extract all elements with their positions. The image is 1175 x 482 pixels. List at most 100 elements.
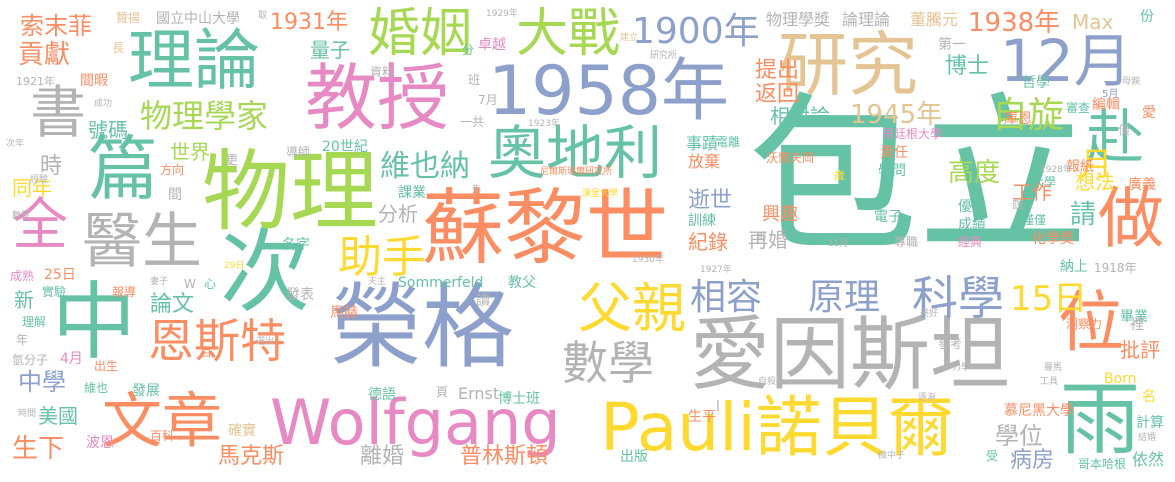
word-praise: 贊揚 <box>116 11 141 25</box>
word-chemistry-prize: 化學獎 <box>1032 231 1074 247</box>
word-university: 大學 <box>1032 175 1057 189</box>
word-april: 4月 <box>60 351 83 367</box>
word-pauli-nobel: Pauli諾貝爾 <box>600 389 954 466</box>
word-article: 文章 <box>102 387 222 457</box>
word-lun-theory: 論理論 <box>842 10 891 29</box>
word-gottingen-univ: 哥廷根大學 <box>882 127 943 141</box>
word-november: 11月 <box>828 239 849 249</box>
word-give-up: 放棄 <box>688 152 721 171</box>
word-data: 資料 <box>370 65 395 79</box>
word-max-en: Max <box>1072 10 1114 34</box>
word-munich-univ: 慕尼黑大學 <box>1004 403 1074 419</box>
word-may: 5月 <box>1102 89 1119 100</box>
word-1945: 1945年 <box>850 100 943 130</box>
word-physics: 物理 <box>202 140 379 243</box>
word-report: 報導 <box>112 285 137 299</box>
word-baoli: 包立 <box>748 78 1089 276</box>
word-1930: 1930年 <box>632 255 664 265</box>
word-work: 工作 <box>1012 180 1052 204</box>
word-degree: 學位 <box>995 422 1043 450</box>
word-quantum: 量子 <box>310 38 350 62</box>
word-ward: 病房 <box>1010 448 1055 473</box>
word-hydrogen-molecule: 氫分子 <box>12 353 49 367</box>
word-coursework: 課業 <box>398 185 426 201</box>
word-middle-school: 中學 <box>18 368 66 396</box>
word-neutrino: 微中子 <box>878 451 906 461</box>
word-wife: 妻子 <box>150 277 169 287</box>
word-biography: 生平 <box>688 409 716 425</box>
word-establish: 建立 <box>620 33 639 43</box>
word-elected: 選出 <box>256 337 275 347</box>
word-experiment: 實驗 <box>42 285 67 299</box>
word-love: 愛 <box>1142 105 1156 121</box>
word-responsibility: 責任 <box>880 145 908 161</box>
word-wolfgang-zh: 沃爾夫岡 <box>766 151 815 165</box>
word-number: 號碼 <box>88 118 128 142</box>
word-ionization: 電離 <box>716 135 741 149</box>
word-still: 依然 <box>1132 450 1165 469</box>
word-usa: 美國 <box>38 404 78 428</box>
word-insight: 洞察力 <box>1066 317 1103 331</box>
word-ernst: 恩斯特 <box>148 314 286 368</box>
word-excellent: 優秀 <box>958 199 986 215</box>
word-tool: 工具 <box>1040 377 1059 387</box>
word-hamburg-univ: 漢堡大學 <box>582 189 619 199</box>
word-1923: 1923年 <box>528 119 560 129</box>
word-idea: 想法 <box>1075 170 1115 194</box>
word-shou: 受 <box>986 449 999 463</box>
word-age: 歲 <box>834 169 845 182</box>
word-next-year: 次年 <box>6 139 25 149</box>
word-1918: 1918年 <box>1094 261 1137 275</box>
word-learning: 學問 <box>878 163 906 179</box>
word-relativity: 相對論 <box>770 104 830 128</box>
word-ban: 班 <box>468 73 481 87</box>
word-same-year: 同年 <box>12 176 52 200</box>
word-sommerfeld-zh: 索末菲 <box>20 12 92 40</box>
word-zurich: 蘇黎世 <box>422 181 669 276</box>
word-shi: 時 <box>40 154 63 179</box>
word-marry: 結婚 <box>1138 433 1157 443</box>
word-bai: 百 <box>200 345 213 359</box>
word-rome: 羅馬 <box>1044 363 1063 373</box>
word-german: 德語 <box>368 387 396 403</box>
word-wei-ye: 維也 <box>84 381 109 395</box>
word-criticism: 批評 <box>1120 338 1160 362</box>
word-1921: 1921年 <box>16 75 55 88</box>
word-chang: 長 <box>112 41 125 55</box>
word-grades: 成績 <box>958 217 986 233</box>
word-kuhn: 庫恩 <box>1004 111 1032 127</box>
word-page: 頁 <box>436 385 449 399</box>
word-pass-away: 逝世 <box>688 188 733 213</box>
word-copenhagen: 哥本哈根 <box>1078 457 1127 471</box>
word-15th: 15日 <box>1010 279 1088 319</box>
word-math: 數學 <box>562 336 654 390</box>
word-mature: 成熟 <box>10 269 35 283</box>
word-29th: 29日 <box>224 261 245 271</box>
word-mach: 馬赫 <box>330 305 358 321</box>
word-world: 世界 <box>170 140 210 164</box>
word-25th: 25日 <box>44 267 76 283</box>
word-contribution: 貢獻 <box>18 40 71 70</box>
word-understand: 理解 <box>22 315 47 329</box>
word-do: 做 <box>1098 180 1164 257</box>
word-theory: 理論 <box>128 22 260 99</box>
word-zhong: 中 <box>52 273 137 371</box>
word-w: W <box>184 277 196 291</box>
word-say: 說 <box>1012 197 1025 211</box>
word-newspaper: 報紙 <box>1066 159 1094 175</box>
word-indeed: 確實 <box>228 423 256 439</box>
word-princeton: 普林斯頓 <box>460 444 549 469</box>
word-li-inside: 裡 <box>1130 317 1144 333</box>
word-fen: 分 <box>462 43 475 57</box>
word-in-total: 一共 <box>460 115 485 129</box>
word-1958: 1958年 <box>488 52 730 131</box>
word-philosophy: 哲學 <box>1022 75 1050 91</box>
word-principle: 原理 <box>808 277 881 318</box>
word-war: 大戰 <box>516 4 621 64</box>
word-name: 名字 <box>282 237 310 253</box>
word-fei: 非 <box>758 233 768 243</box>
word-merely: 僅僅 <box>1022 213 1047 227</box>
word-20th-century: 20世紀 <box>322 139 368 155</box>
word-mechanics: 力學 <box>952 363 971 373</box>
word-1938: 1938年 <box>968 8 1061 38</box>
